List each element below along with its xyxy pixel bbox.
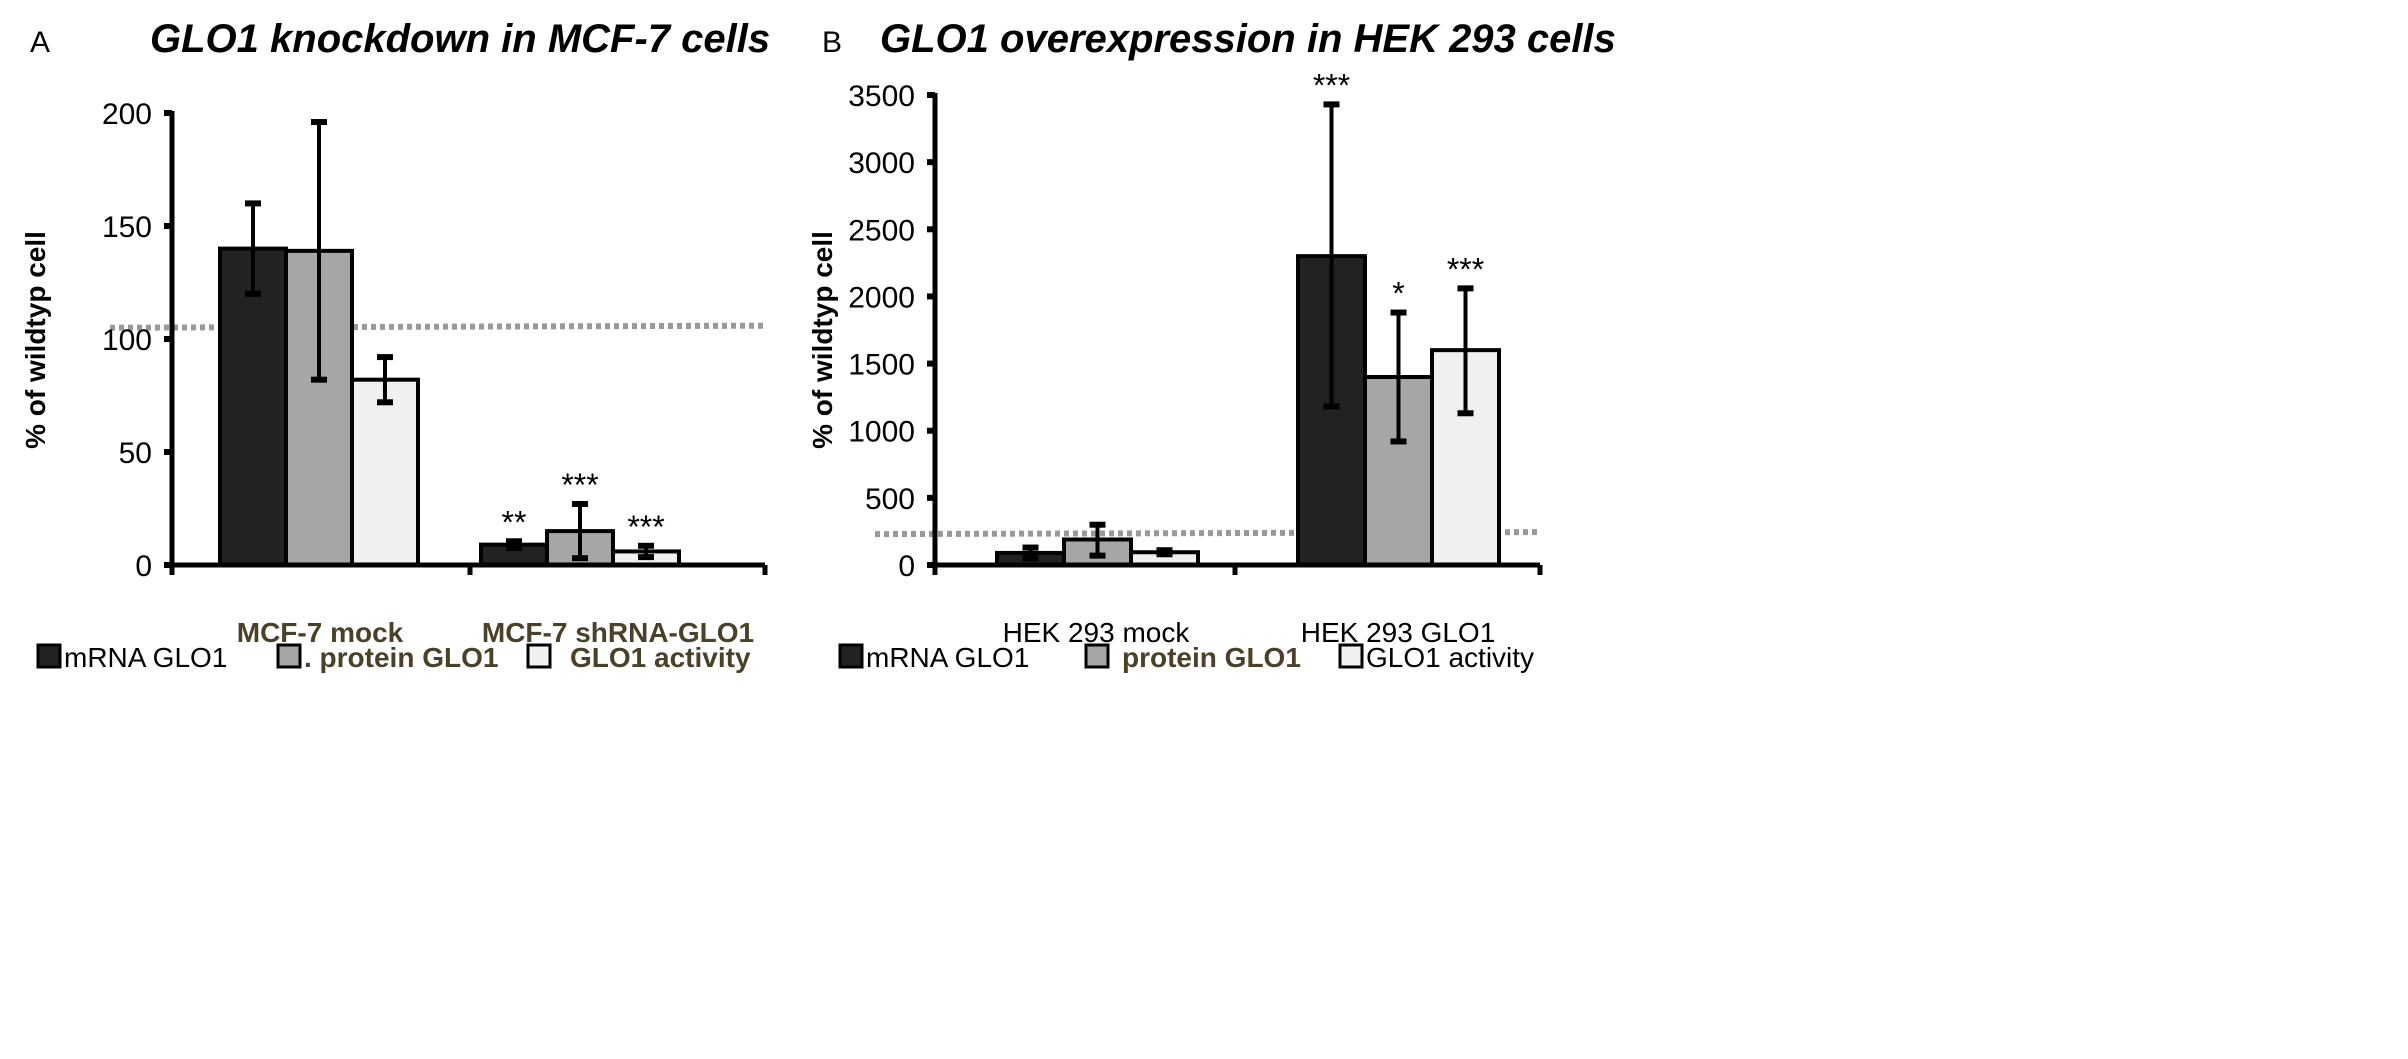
panel-a-category-0: MCF-7 mock — [237, 617, 404, 648]
panel-a-ylabel: % of wildtyp cell — [20, 231, 51, 449]
panel-b-label: B — [822, 26, 842, 59]
panel-b-y-tick-label: 3000 — [848, 147, 915, 180]
panel-b-category-0: HEK 293 mock — [1003, 617, 1191, 648]
panel-a-y-tick-label: 0 — [135, 550, 152, 583]
panel-b-y-tick-label: 500 — [865, 483, 915, 516]
legend-a-swatch-activity — [526, 643, 552, 669]
legend-b-mrna: mRNA GLO1 — [866, 642, 1029, 673]
panel-b-significance-label: *** — [1447, 251, 1484, 287]
panel-a-title: GLO1 knockdown in MCF-7 cells — [150, 17, 770, 61]
panel-b-ylabel: % of wildtyp cell — [807, 231, 838, 449]
panel-b-y-tick-label: 0 — [898, 550, 915, 583]
legend-a-swatch-protein — [276, 643, 302, 669]
legend-b-activity: GLO1 activity — [1366, 642, 1534, 673]
panel-a-y-tick-label: 100 — [102, 324, 152, 357]
panel-a-significance-label: *** — [627, 509, 664, 545]
panel-a-label: A — [30, 26, 50, 59]
legend-a-activity: GLO1 activity — [570, 642, 751, 673]
panel-b-title: GLO1 overexpression in HEK 293 cells — [880, 17, 1616, 61]
panel-b-category-1: HEK 293 GLO1 — [1301, 617, 1496, 648]
panel-b-significance-label: *** — [1313, 67, 1350, 103]
legend-a-swatch-mrna — [36, 643, 62, 669]
legend-a-protein: . protein GLO1 — [304, 642, 498, 673]
panel-a-significance-label: ** — [502, 504, 527, 540]
panel-a-y-tick-label: 50 — [119, 437, 152, 470]
panel-a-y-tick-label: 200 — [102, 98, 152, 131]
legend-b-swatch-mrna — [838, 643, 864, 669]
panel-a-y-tick-label: 150 — [102, 211, 152, 244]
panel-b-bar — [1430, 348, 1501, 567]
panel-a-category-1: MCF-7 shRNA-GLO1 — [482, 617, 754, 648]
panel-b-y-tick-label: 3500 — [848, 80, 915, 113]
panel-a-bar — [350, 377, 420, 567]
panel-a-reference-line — [109, 322, 766, 331]
panel-b-significance-label: * — [1392, 276, 1404, 312]
legend-a-mrna: mRNA GLO1 — [64, 642, 227, 673]
panel-a-significance-label: *** — [561, 467, 598, 503]
panel-b-reference-line — [874, 529, 1541, 538]
legend-b-swatch-activity — [1338, 643, 1364, 669]
panel-b-y-tick-label: 2000 — [848, 281, 915, 314]
panel-a-bar — [218, 246, 288, 567]
panel-b-y-tick-label: 1000 — [848, 416, 915, 449]
legend-b-protein: protein GLO1 — [1122, 642, 1301, 673]
legend-b-swatch-protein — [1084, 643, 1110, 669]
panel-b-y-tick-label: 2500 — [848, 214, 915, 247]
panel-b-y-tick-label: 1500 — [848, 349, 915, 382]
